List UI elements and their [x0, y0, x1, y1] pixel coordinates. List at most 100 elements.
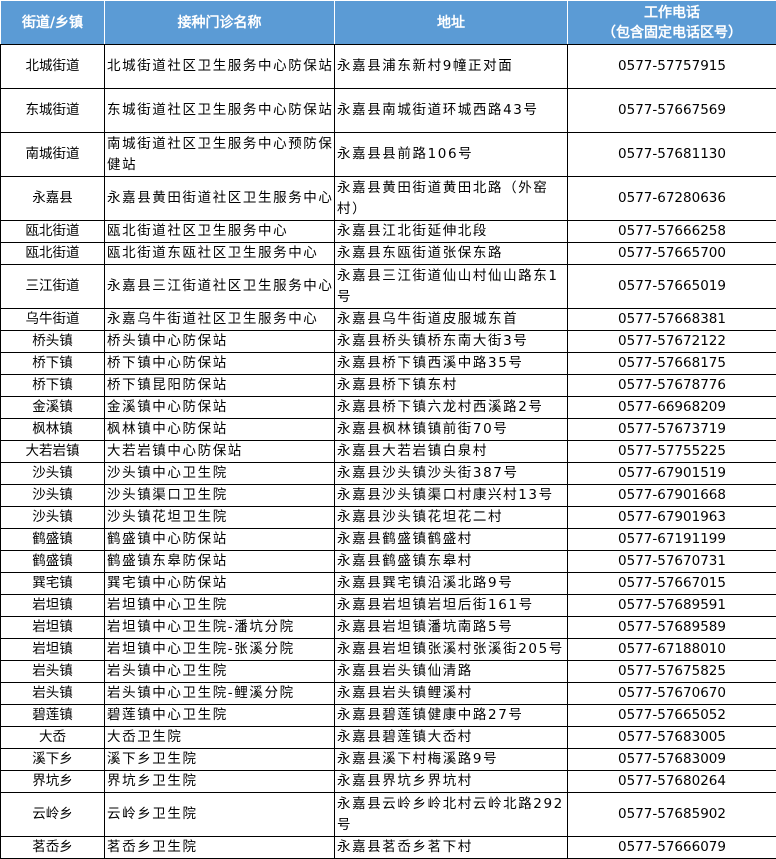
phone-cell: 0577-57683009 — [567, 748, 776, 771]
district-cell: 沙头镇 — [0, 484, 105, 507]
district-cell: 金溪镇 — [0, 396, 105, 419]
district-cell: 巽宅镇 — [0, 572, 105, 595]
address-cell: 永嘉县大若岩镇白泉村 — [334, 440, 568, 463]
district-cell: 桥下镇 — [0, 374, 105, 397]
clinic-name-cell: 岩坦镇中心卫生院-潘坑分院 — [104, 616, 335, 639]
address-cell: 永嘉县岩坦镇潘坑南路5号 — [334, 616, 568, 639]
address-cell: 永嘉县碧莲镇大岙村 — [334, 726, 568, 749]
table-row: 瓯北街道 瓯北街道东瓯社区卫生服务中心 永嘉县东瓯街道张保东路 0577-576657… — [0, 242, 776, 265]
table-row: 沙头镇 沙头镇渠口卫生院 永嘉县沙头镇渠口村康兴村13号 0577-67901668 — [0, 484, 776, 507]
district-cell: 岩头镇 — [0, 660, 105, 683]
clinic-name-cell: 永嘉县黄田街道社区卫生服务中心 — [104, 176, 335, 221]
clinic-name-cell: 鹤盛镇东皋防保站 — [104, 550, 335, 573]
table-row: 北城街道 北城街道社区卫生服务中心防保站 永嘉县浦东新村9幢正对面 0577-5775… — [0, 44, 776, 89]
header-phone-line2: （包含固定电话区号） — [602, 24, 742, 41]
header-phone: 工作电话 （包含固定电话区号） — [567, 0, 776, 45]
phone-cell: 0577-66968209 — [567, 396, 776, 419]
clinic-name-cell: 茗岙乡卫生院 — [104, 836, 335, 859]
district-cell: 北城街道 — [0, 44, 105, 89]
phone-cell: 0577-67188010 — [567, 638, 776, 661]
address-cell: 永嘉县南城街道环城西路43号 — [334, 88, 568, 133]
phone-cell: 0577-57666258 — [567, 220, 776, 243]
address-cell: 永嘉县县前路106号 — [334, 132, 568, 177]
clinic-name-cell: 瓯北街道东瓯社区卫生服务中心 — [104, 242, 335, 265]
address-cell: 永嘉县桥头镇桥东南大街3号 — [334, 330, 568, 353]
address-cell: 永嘉县沙头镇花坦花二村 — [334, 506, 568, 529]
table-row: 岩头镇 岩头镇中心卫生院-鲤溪分院 永嘉县岩头镇鲤溪村 0577-57670670 — [0, 682, 776, 705]
clinic-name-cell: 南城街道社区卫生服务中心预防保健站 — [104, 132, 335, 177]
address-cell: 永嘉县浦东新村9幢正对面 — [334, 44, 568, 89]
clinic-name-cell: 枫林镇中心防保站 — [104, 418, 335, 441]
phone-cell: 0577-67901963 — [567, 506, 776, 529]
clinic-name-cell: 碧莲镇中心卫生院 — [104, 704, 335, 727]
district-cell: 鹤盛镇 — [0, 550, 105, 573]
district-cell: 岩头镇 — [0, 682, 105, 705]
clinic-name-cell: 界坑乡卫生院 — [104, 770, 335, 793]
clinic-name-cell: 岩坦镇中心卫生院-张溪分院 — [104, 638, 335, 661]
phone-cell: 0577-57668175 — [567, 352, 776, 375]
table-row: 三江街道 永嘉县三江街道社区卫生服务中心 永嘉县三江街道仙山村仙山路东1号 0577-… — [0, 264, 776, 309]
table-row: 桥下镇 桥下镇昆阳防保站 永嘉县桥下镇东村 0577-57678776 — [0, 374, 776, 397]
district-cell: 岩坦镇 — [0, 616, 105, 639]
table-row: 鹤盛镇 鹤盛镇中心防保站 永嘉县鹤盛镇鹤盛村 0577-67191199 — [0, 528, 776, 551]
address-cell: 永嘉县东瓯街道张保东路 — [334, 242, 568, 265]
address-cell: 永嘉县黄田街道黄田北路（外窑村） — [334, 176, 568, 221]
phone-cell: 0577-67280636 — [567, 176, 776, 221]
clinic-name-cell: 桥头镇中心防保站 — [104, 330, 335, 353]
address-cell: 永嘉县沙头镇沙头街387号 — [334, 462, 568, 485]
clinic-name-cell: 东城街道社区卫生服务中心防保站 — [104, 88, 335, 133]
phone-cell: 0577-67901668 — [567, 484, 776, 507]
phone-cell: 0577-67901519 — [567, 462, 776, 485]
table-row: 枫林镇 枫林镇中心防保站 永嘉县枫林镇镇前街70号 0577-57673719 — [0, 418, 776, 441]
clinic-name-cell: 桥下镇中心防保站 — [104, 352, 335, 375]
phone-cell: 0577-57670731 — [567, 550, 776, 573]
district-cell: 茗岙乡 — [0, 836, 105, 859]
table-row: 溪下乡 溪下乡卫生院 永嘉县溪下村梅溪路9号 0577-57683009 — [0, 748, 776, 771]
phone-cell: 0577-57689591 — [567, 594, 776, 617]
address-cell: 永嘉县碧莲镇健康中路27号 — [334, 704, 568, 727]
address-cell: 永嘉县岩头镇鲤溪村 — [334, 682, 568, 705]
clinic-name-cell: 沙头镇花坦卫生院 — [104, 506, 335, 529]
header-phone-line1: 工作电话 — [644, 4, 700, 21]
phone-cell: 0577-57673719 — [567, 418, 776, 441]
table-row: 巽宅镇 巽宅镇中心防保站 永嘉县巽宅镇沿溪北路9号 0577-57667015 — [0, 572, 776, 595]
district-cell: 枫林镇 — [0, 418, 105, 441]
phone-cell: 0577-57665052 — [567, 704, 776, 727]
phone-cell: 0577-57683005 — [567, 726, 776, 749]
table-row: 桥下镇 桥下镇中心防保站 永嘉县桥下镇西溪中路35号 0577-57668175 — [0, 352, 776, 375]
address-cell: 永嘉县桥下镇西溪中路35号 — [334, 352, 568, 375]
table-row: 沙头镇 沙头镇花坦卫生院 永嘉县沙头镇花坦花二村 0577-67901963 — [0, 506, 776, 529]
table-row: 大岙 大岙卫生院 永嘉县碧莲镇大岙村 0577-57683005 — [0, 726, 776, 749]
clinic-name-cell: 溪下乡卫生院 — [104, 748, 335, 771]
phone-cell: 0577-57757915 — [567, 44, 776, 89]
phone-cell: 0577-57668381 — [567, 308, 776, 331]
district-cell: 碧莲镇 — [0, 704, 105, 727]
table-row: 东城街道 东城街道社区卫生服务中心防保站 永嘉县南城街道环城西路43号 0577-57… — [0, 88, 776, 133]
district-cell: 鹤盛镇 — [0, 528, 105, 551]
clinic-name-cell: 岩坦镇中心卫生院 — [104, 594, 335, 617]
phone-cell: 0577-67191199 — [567, 528, 776, 551]
district-cell: 沙头镇 — [0, 462, 105, 485]
district-cell: 岩坦镇 — [0, 594, 105, 617]
clinic-name-cell: 鹤盛镇中心防保站 — [104, 528, 335, 551]
phone-cell: 0577-57665700 — [567, 242, 776, 265]
phone-cell: 0577-57665019 — [567, 264, 776, 309]
table-row: 永嘉县 永嘉县黄田街道社区卫生服务中心 永嘉县黄田街道黄田北路（外窑村） 0577-6… — [0, 176, 776, 221]
district-cell: 大岙 — [0, 726, 105, 749]
phone-cell: 0577-57681130 — [567, 132, 776, 177]
phone-cell: 0577-57685902 — [567, 792, 776, 837]
address-cell: 永嘉县江北街延伸北段 — [334, 220, 568, 243]
phone-cell: 0577-57666079 — [567, 836, 776, 859]
district-cell: 瓯北街道 — [0, 220, 105, 243]
phone-cell: 0577-57755225 — [567, 440, 776, 463]
address-cell: 永嘉县岩坦镇张溪村张溪街205号 — [334, 638, 568, 661]
address-cell: 永嘉县沙头镇渠口村康兴村13号 — [334, 484, 568, 507]
table-row: 乌牛街道 永嘉乌牛街道社区卫生服务中心 永嘉县乌牛街道皮服城东首 0577-57668… — [0, 308, 776, 331]
phone-cell: 0577-57675825 — [567, 660, 776, 683]
address-cell: 永嘉县鹤盛镇鹤盛村 — [334, 528, 568, 551]
district-cell: 大若岩镇 — [0, 440, 105, 463]
table-row: 岩坦镇 岩坦镇中心卫生院-潘坑分院 永嘉县岩坦镇潘坑南路5号 0577-5768958… — [0, 616, 776, 639]
address-cell: 永嘉县三江街道仙山村仙山路东1号 — [334, 264, 568, 309]
district-cell: 云岭乡 — [0, 792, 105, 837]
